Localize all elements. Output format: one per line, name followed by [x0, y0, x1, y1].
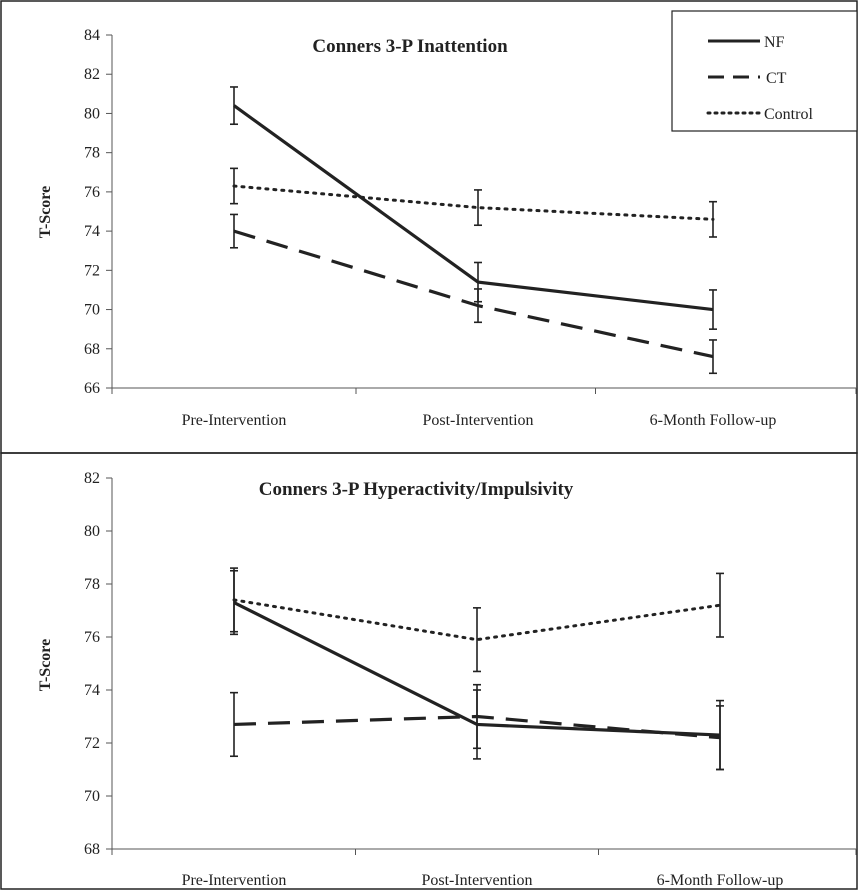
y-tick-label: 84 — [84, 27, 100, 44]
series-line-control — [232, 184, 715, 221]
data-point-ct — [233, 230, 235, 232]
y-tick-label: 82 — [84, 470, 100, 487]
x-tick-label: Pre-Intervention — [182, 412, 287, 429]
chart-title: Conners 3-P Inattention — [312, 36, 508, 57]
y-tick-label: 80 — [84, 105, 100, 122]
y-axis-label: T-Score — [37, 186, 54, 238]
legend-label-ct: CT — [766, 70, 787, 87]
legend-box — [671, 10, 858, 132]
y-tick-label: 70 — [84, 788, 100, 805]
y-tick-label: 76 — [84, 184, 100, 201]
x-tick-label: Pre-Intervention — [182, 872, 287, 889]
data-point-control — [233, 599, 235, 601]
y-tick-label: 70 — [84, 302, 100, 319]
data-point-control — [477, 207, 479, 209]
data-point-control — [712, 218, 714, 220]
bottom-panel-frame — [0, 452, 858, 890]
legend-entry-control: Control — [706, 106, 813, 123]
data-point-ct — [719, 737, 721, 739]
data-point-nf — [233, 105, 235, 107]
y-tick-label: 76 — [84, 629, 100, 646]
series-line-ct — [233, 229, 714, 359]
y-tick-label: 66 — [84, 380, 100, 397]
y-tick-label: 72 — [84, 735, 100, 752]
data-point-ct — [233, 723, 235, 725]
y-tick-label: 80 — [84, 523, 100, 540]
y-tick-label: 78 — [84, 145, 100, 162]
x-tick-label: 6-Month Follow-up — [650, 412, 777, 429]
y-tick-label: 78 — [84, 576, 100, 593]
x-tick-label: Post-Intervention — [421, 872, 532, 889]
series-line-control — [232, 598, 722, 642]
data-point-ct — [476, 716, 478, 717]
y-tick-label: 74 — [84, 223, 100, 240]
legend: NF CT Control — [671, 10, 858, 132]
hyperactivity-chart: Conners 3-P Hyperactivity/Impulsivity T-… — [37, 470, 858, 889]
y-tick-label: 74 — [84, 682, 100, 699]
y-tick-label: 82 — [84, 66, 100, 83]
data-point-control — [476, 639, 478, 641]
y-axis-label: T-Score — [37, 639, 54, 691]
x-tick-label: Post-Intervention — [422, 412, 533, 429]
inattention-chart: Conners 3-P Inattention T-Score Pre-Inte… — [37, 27, 858, 429]
y-tick-label: 68 — [84, 341, 100, 358]
data-point-ct — [477, 305, 479, 307]
legend-entry-ct: CT — [708, 70, 787, 87]
chart-title: Conners 3-P Hyperactivity/Impulsivity — [259, 479, 574, 500]
data-point-control — [719, 604, 721, 606]
data-point-control — [233, 185, 235, 187]
data-point-nf — [477, 281, 479, 283]
legend-label-nf: NF — [764, 34, 785, 51]
legend-entry-nf: NF — [708, 34, 785, 51]
y-tick-label: 72 — [84, 262, 100, 279]
x-tick-label: 6-Month Follow-up — [657, 872, 784, 889]
legend-label-control: Control — [764, 106, 813, 123]
data-point-nf — [712, 309, 714, 311]
y-tick-label: 68 — [84, 841, 100, 858]
data-point-ct — [712, 356, 714, 358]
